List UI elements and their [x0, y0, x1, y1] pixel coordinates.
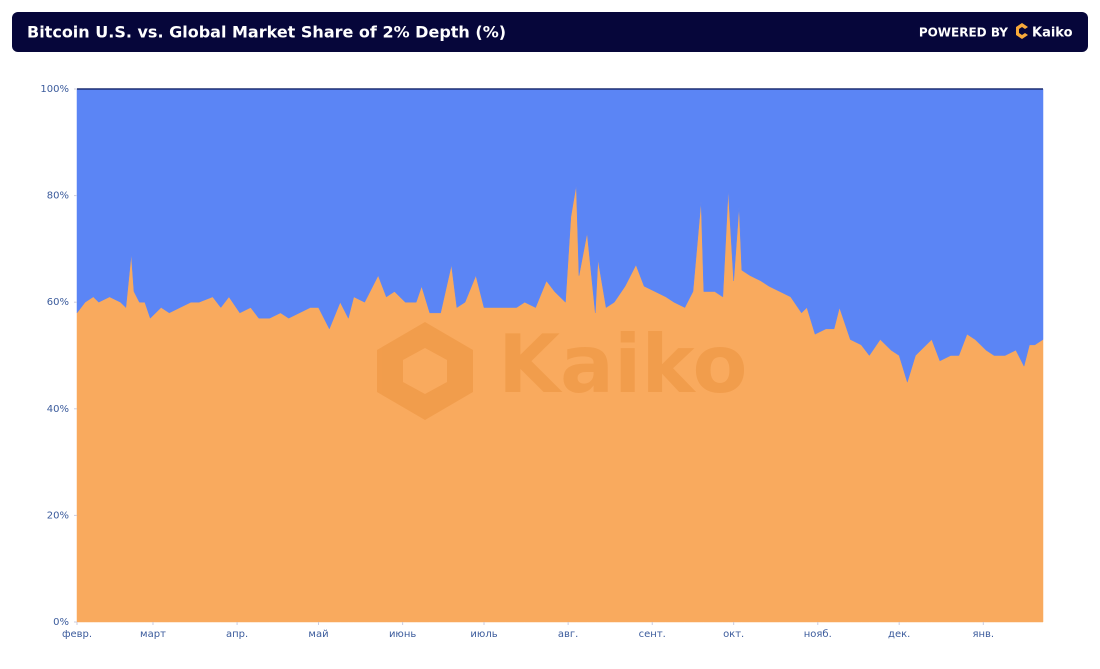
- y-tick-label: 60%: [47, 297, 69, 308]
- watermark: Kaiko: [377, 318, 747, 420]
- header-logo: [1016, 23, 1028, 39]
- x-tick-label: июнь: [389, 629, 416, 640]
- header-brand: Kaiko: [1032, 26, 1073, 41]
- x-tick-label: март: [140, 629, 166, 640]
- x-tick-label: дек.: [888, 629, 910, 640]
- x-tick-label: авг.: [558, 629, 578, 640]
- y-tick-label: 80%: [47, 191, 69, 202]
- x-tick-label: окт.: [723, 629, 744, 640]
- x-tick-label: сент.: [639, 629, 666, 640]
- y-tick-label: 40%: [47, 404, 69, 415]
- x-tick-label: май: [308, 629, 328, 640]
- powered-by: POWERED BY: [919, 26, 1008, 40]
- header-bar: [12, 12, 1088, 52]
- chart-title: Bitcoin U.S. vs. Global Market Share of …: [27, 23, 506, 42]
- x-tick-label: февр.: [62, 629, 92, 640]
- y-tick-label: 100%: [40, 84, 69, 95]
- x-tick-label: нояб.: [804, 629, 832, 640]
- watermark-logo: [377, 322, 473, 420]
- plot: 0% 20% 40% 60% 80% 100% февр. март апр. май июнь ию…: [40, 84, 1044, 640]
- y-tick-label: 20%: [47, 510, 69, 521]
- x-tick-label: июль: [470, 629, 497, 640]
- x-tick-label: апр.: [226, 629, 248, 640]
- watermark-text: Kaiko: [498, 318, 747, 411]
- x-tick-label: янв.: [972, 629, 994, 640]
- y-tick-label: 0%: [53, 617, 69, 628]
